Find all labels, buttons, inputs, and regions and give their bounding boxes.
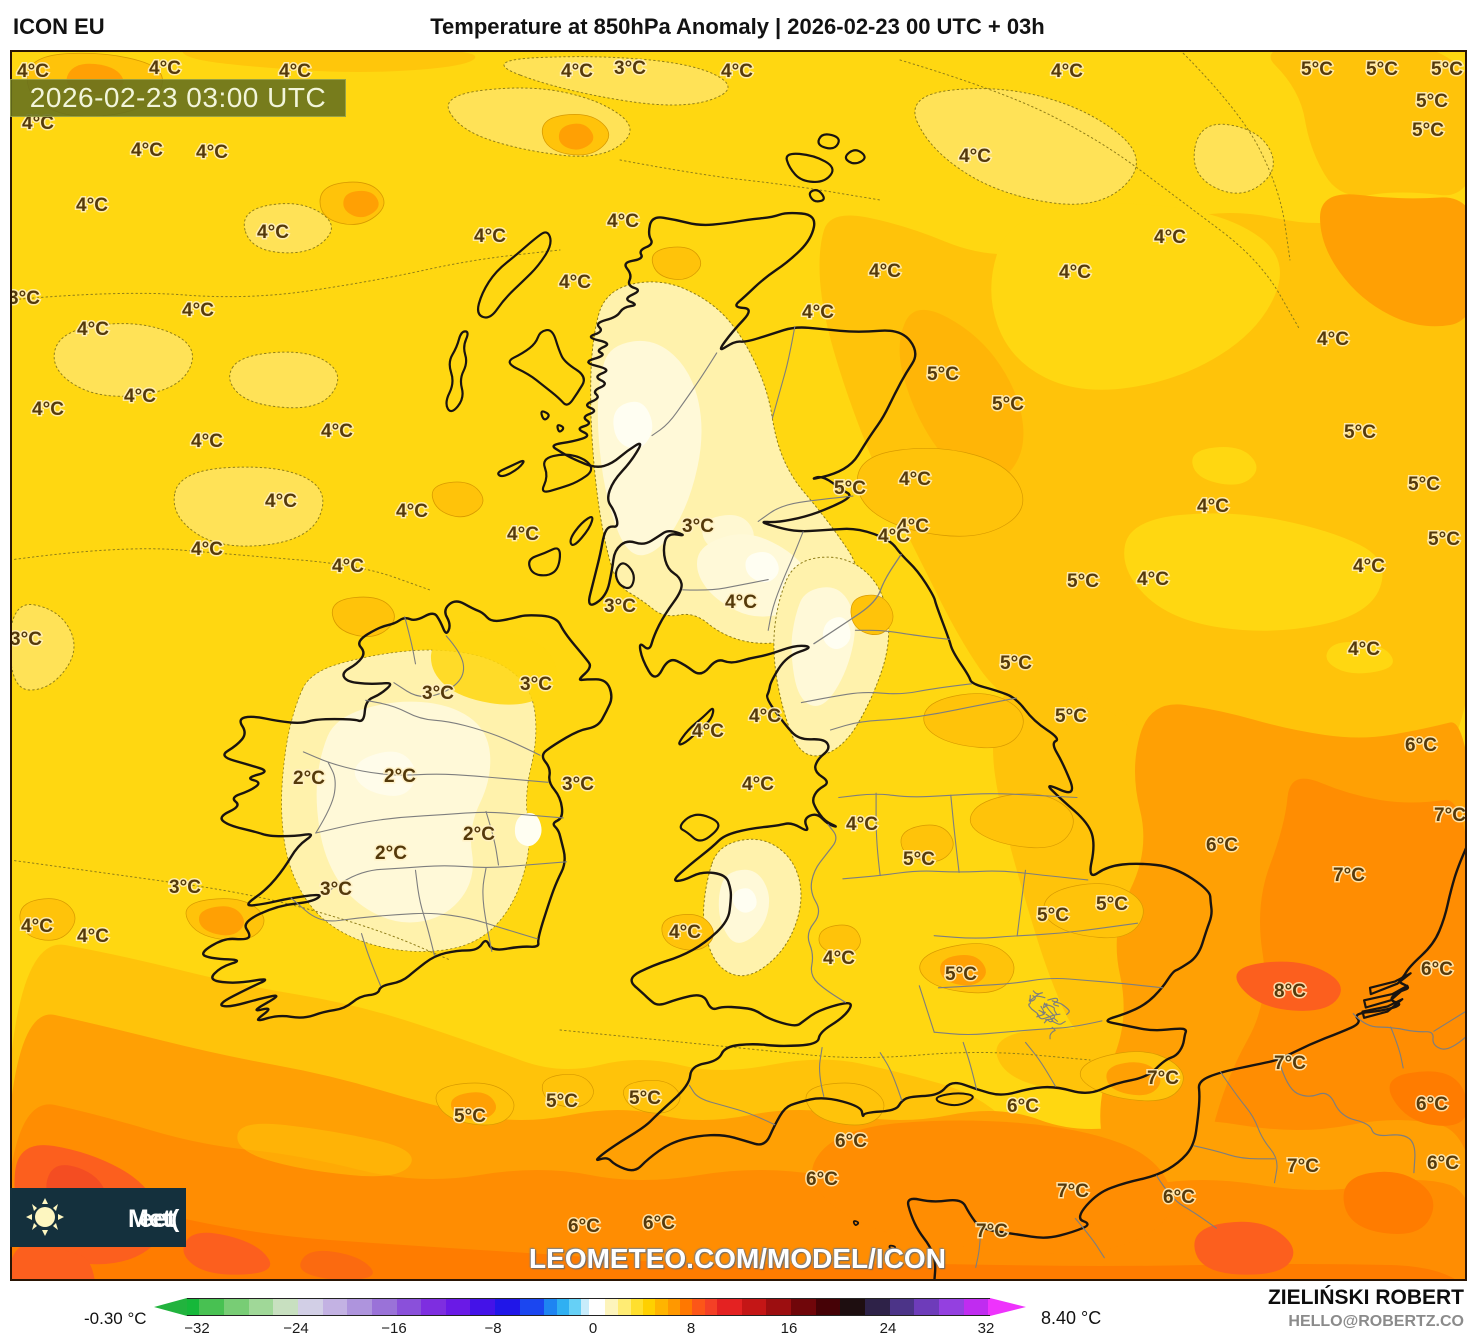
svg-text:4°C: 4°C	[669, 922, 701, 943]
svg-text:4°C: 4°C	[21, 916, 53, 937]
svg-text:5°C: 5°C	[834, 478, 866, 499]
svg-text:4°C: 4°C	[899, 469, 931, 490]
svg-text:4°C: 4°C	[846, 814, 878, 835]
svg-text:7°C: 7°C	[1147, 1068, 1179, 1089]
svg-text:5°C: 5°C	[903, 849, 935, 870]
svg-text:2°C: 2°C	[384, 766, 416, 787]
svg-text:6°C: 6°C	[1421, 959, 1453, 980]
svg-text:4°C: 4°C	[1317, 329, 1349, 350]
svg-text:4°C: 4°C	[878, 526, 910, 547]
svg-text:6°C: 6°C	[1416, 1094, 1448, 1115]
svg-text:5°C: 5°C	[1055, 706, 1087, 727]
svg-text:5°C: 5°C	[1366, 59, 1398, 80]
svg-text:3°C: 3°C	[520, 674, 552, 695]
svg-text:4°C: 4°C	[1051, 61, 1083, 82]
svg-text:3°C: 3°C	[604, 596, 636, 617]
svg-text:4°C: 4°C	[742, 774, 774, 795]
svg-text:4°C: 4°C	[396, 501, 428, 522]
svg-text:7°C: 7°C	[976, 1221, 1008, 1242]
svg-text:4°C: 4°C	[149, 58, 181, 79]
svg-text:4°C: 4°C	[76, 195, 108, 216]
svg-text:5°C: 5°C	[1000, 653, 1032, 674]
svg-text:2°C: 2°C	[293, 768, 325, 789]
svg-text:5°C: 5°C	[1096, 894, 1128, 915]
svg-text:5°C: 5°C	[1344, 422, 1376, 443]
svg-text:4°C: 4°C	[191, 539, 223, 560]
svg-text:4°C: 4°C	[332, 556, 364, 577]
svg-text:6°C: 6°C	[1007, 1096, 1039, 1117]
svg-text:4°C: 4°C	[1197, 496, 1229, 517]
svg-text:4°C: 4°C	[607, 211, 639, 232]
svg-text:5°C: 5°C	[1428, 529, 1460, 550]
svg-text:4°C: 4°C	[182, 300, 214, 321]
svg-text:3°C: 3°C	[614, 58, 646, 79]
svg-text:3°C: 3°C	[682, 516, 714, 537]
svg-text:7°C: 7°C	[1057, 1181, 1089, 1202]
svg-text:5°C: 5°C	[1416, 91, 1448, 112]
svg-text:5°C: 5°C	[1067, 571, 1099, 592]
svg-text:6°C: 6°C	[643, 1213, 675, 1234]
svg-text:4°C: 4°C	[1059, 262, 1091, 283]
svg-text:4°C: 4°C	[897, 516, 929, 537]
svg-text:4°C: 4°C	[725, 592, 757, 613]
svg-text:4°C: 4°C	[196, 142, 228, 163]
svg-text:2°C: 2°C	[463, 824, 495, 845]
svg-text:3°C: 3°C	[562, 774, 594, 795]
svg-text:6°C: 6°C	[1427, 1153, 1459, 1174]
svg-text:3°C: 3°C	[320, 879, 352, 900]
svg-text:4°C: 4°C	[32, 399, 64, 420]
svg-text:6°C: 6°C	[1405, 735, 1437, 756]
svg-text:4°C: 4°C	[507, 524, 539, 545]
svg-text:4°C: 4°C	[265, 491, 297, 512]
svg-text:4°C: 4°C	[1348, 639, 1380, 660]
svg-text:5°C: 5°C	[1037, 905, 1069, 926]
svg-text:4°C: 4°C	[692, 721, 724, 742]
svg-text:4°C: 4°C	[1353, 556, 1385, 577]
svg-text:6°C: 6°C	[1206, 835, 1238, 856]
svg-text:4°C: 4°C	[823, 948, 855, 969]
svg-text:4°C: 4°C	[474, 226, 506, 247]
svg-text:3°C: 3°C	[169, 877, 201, 898]
svg-text:6°C: 6°C	[568, 1216, 600, 1237]
svg-text:5°C: 5°C	[927, 364, 959, 385]
svg-text:7°C: 7°C	[1287, 1156, 1319, 1177]
svg-text:6°C: 6°C	[835, 1131, 867, 1152]
svg-text:5°C: 5°C	[945, 964, 977, 985]
svg-text:4°C: 4°C	[1154, 227, 1186, 248]
svg-text:4°C: 4°C	[561, 61, 593, 82]
svg-text:4°C: 4°C	[1137, 569, 1169, 590]
svg-text:5°C: 5°C	[454, 1106, 486, 1127]
svg-text:5°C: 5°C	[1431, 59, 1463, 80]
svg-text:7°C: 7°C	[1434, 805, 1466, 826]
svg-text:2°C: 2°C	[375, 843, 407, 864]
svg-text:4°C: 4°C	[749, 706, 781, 727]
svg-text:5°C: 5°C	[1408, 474, 1440, 495]
svg-text:4°C: 4°C	[559, 272, 591, 293]
svg-text:4°C: 4°C	[959, 146, 991, 167]
svg-text:4°C: 4°C	[124, 386, 156, 407]
svg-text:4°C: 4°C	[131, 140, 163, 161]
svg-text:4°C: 4°C	[321, 421, 353, 442]
svg-text:5°C: 5°C	[992, 394, 1024, 415]
svg-text:8°C: 8°C	[1274, 981, 1306, 1002]
svg-text:4°C: 4°C	[77, 926, 109, 947]
svg-text:5°C: 5°C	[1301, 59, 1333, 80]
svg-text:4°C: 4°C	[77, 319, 109, 340]
svg-text:3°C: 3°C	[10, 629, 42, 650]
svg-text:5°C: 5°C	[546, 1091, 578, 1112]
svg-text:4°C: 4°C	[257, 222, 289, 243]
svg-text:5°C: 5°C	[629, 1088, 661, 1109]
svg-text:4°C: 4°C	[869, 261, 901, 282]
svg-text:4°C: 4°C	[721, 61, 753, 82]
svg-text:4°C: 4°C	[191, 431, 223, 452]
svg-text:6°C: 6°C	[1163, 1187, 1195, 1208]
svg-text:6°C: 6°C	[806, 1169, 838, 1190]
svg-text:7°C: 7°C	[1274, 1053, 1306, 1074]
svg-text:3°C: 3°C	[10, 288, 40, 309]
svg-text:4°C: 4°C	[802, 302, 834, 323]
svg-text:7°C: 7°C	[1333, 865, 1365, 886]
svg-text:3°C: 3°C	[422, 683, 454, 704]
svg-text:5°C: 5°C	[1412, 120, 1444, 141]
